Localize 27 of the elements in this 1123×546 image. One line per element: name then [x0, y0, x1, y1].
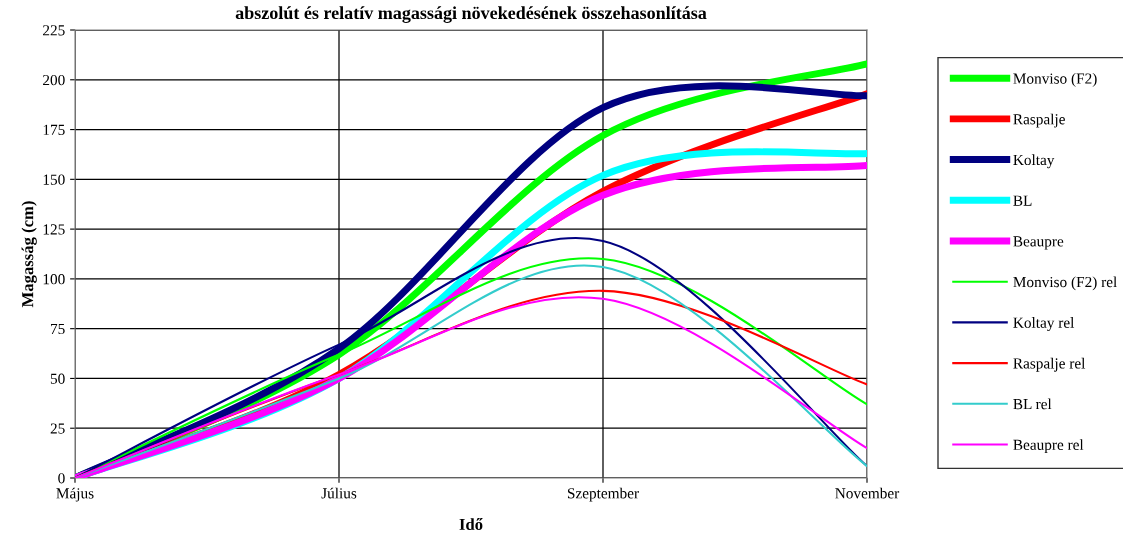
x-axis-title: Idő: [459, 518, 483, 530]
legend-label: Koltay: [1013, 154, 1055, 169]
y-tick-label: 175: [43, 124, 65, 136]
y-axis-title: Magasság (cm): [21, 201, 37, 308]
legend-label: Koltay rel: [1013, 317, 1075, 331]
y-tick-label: 25: [50, 423, 65, 434]
x-tick-label: Szeptember: [567, 487, 639, 502]
legend-label: Monviso (F2): [1013, 72, 1097, 87]
y-tick-label: 200: [43, 74, 65, 86]
x-tick-label: Július: [321, 487, 357, 499]
y-tick-label: 125: [43, 224, 65, 235]
y-tick-label: 100: [43, 274, 65, 285]
legend-label: Beaupre: [1013, 236, 1064, 250]
y-tick-label: 50: [50, 373, 65, 384]
legend-label: BL rel: [1013, 398, 1052, 410]
legend-label: Beaupre rel: [1013, 439, 1084, 454]
y-tick-label: 0: [58, 473, 65, 484]
y-tick-label: 75: [51, 323, 65, 335]
legend-label: Raspalje: [1013, 113, 1065, 128]
y-tick-label: 150: [43, 174, 65, 185]
legend-label: Raspalje rel: [1013, 357, 1086, 372]
chart-title: abszolút és relatív magassági növekedésének összehasonlítása: [235, 6, 707, 23]
x-tick-label: November: [835, 487, 900, 499]
y-tick-label: 225: [43, 25, 65, 36]
legend-label: Monviso (F2) rel: [1013, 276, 1117, 291]
legend-label: BL: [1013, 195, 1032, 206]
x-tick-label: Május: [56, 487, 94, 502]
